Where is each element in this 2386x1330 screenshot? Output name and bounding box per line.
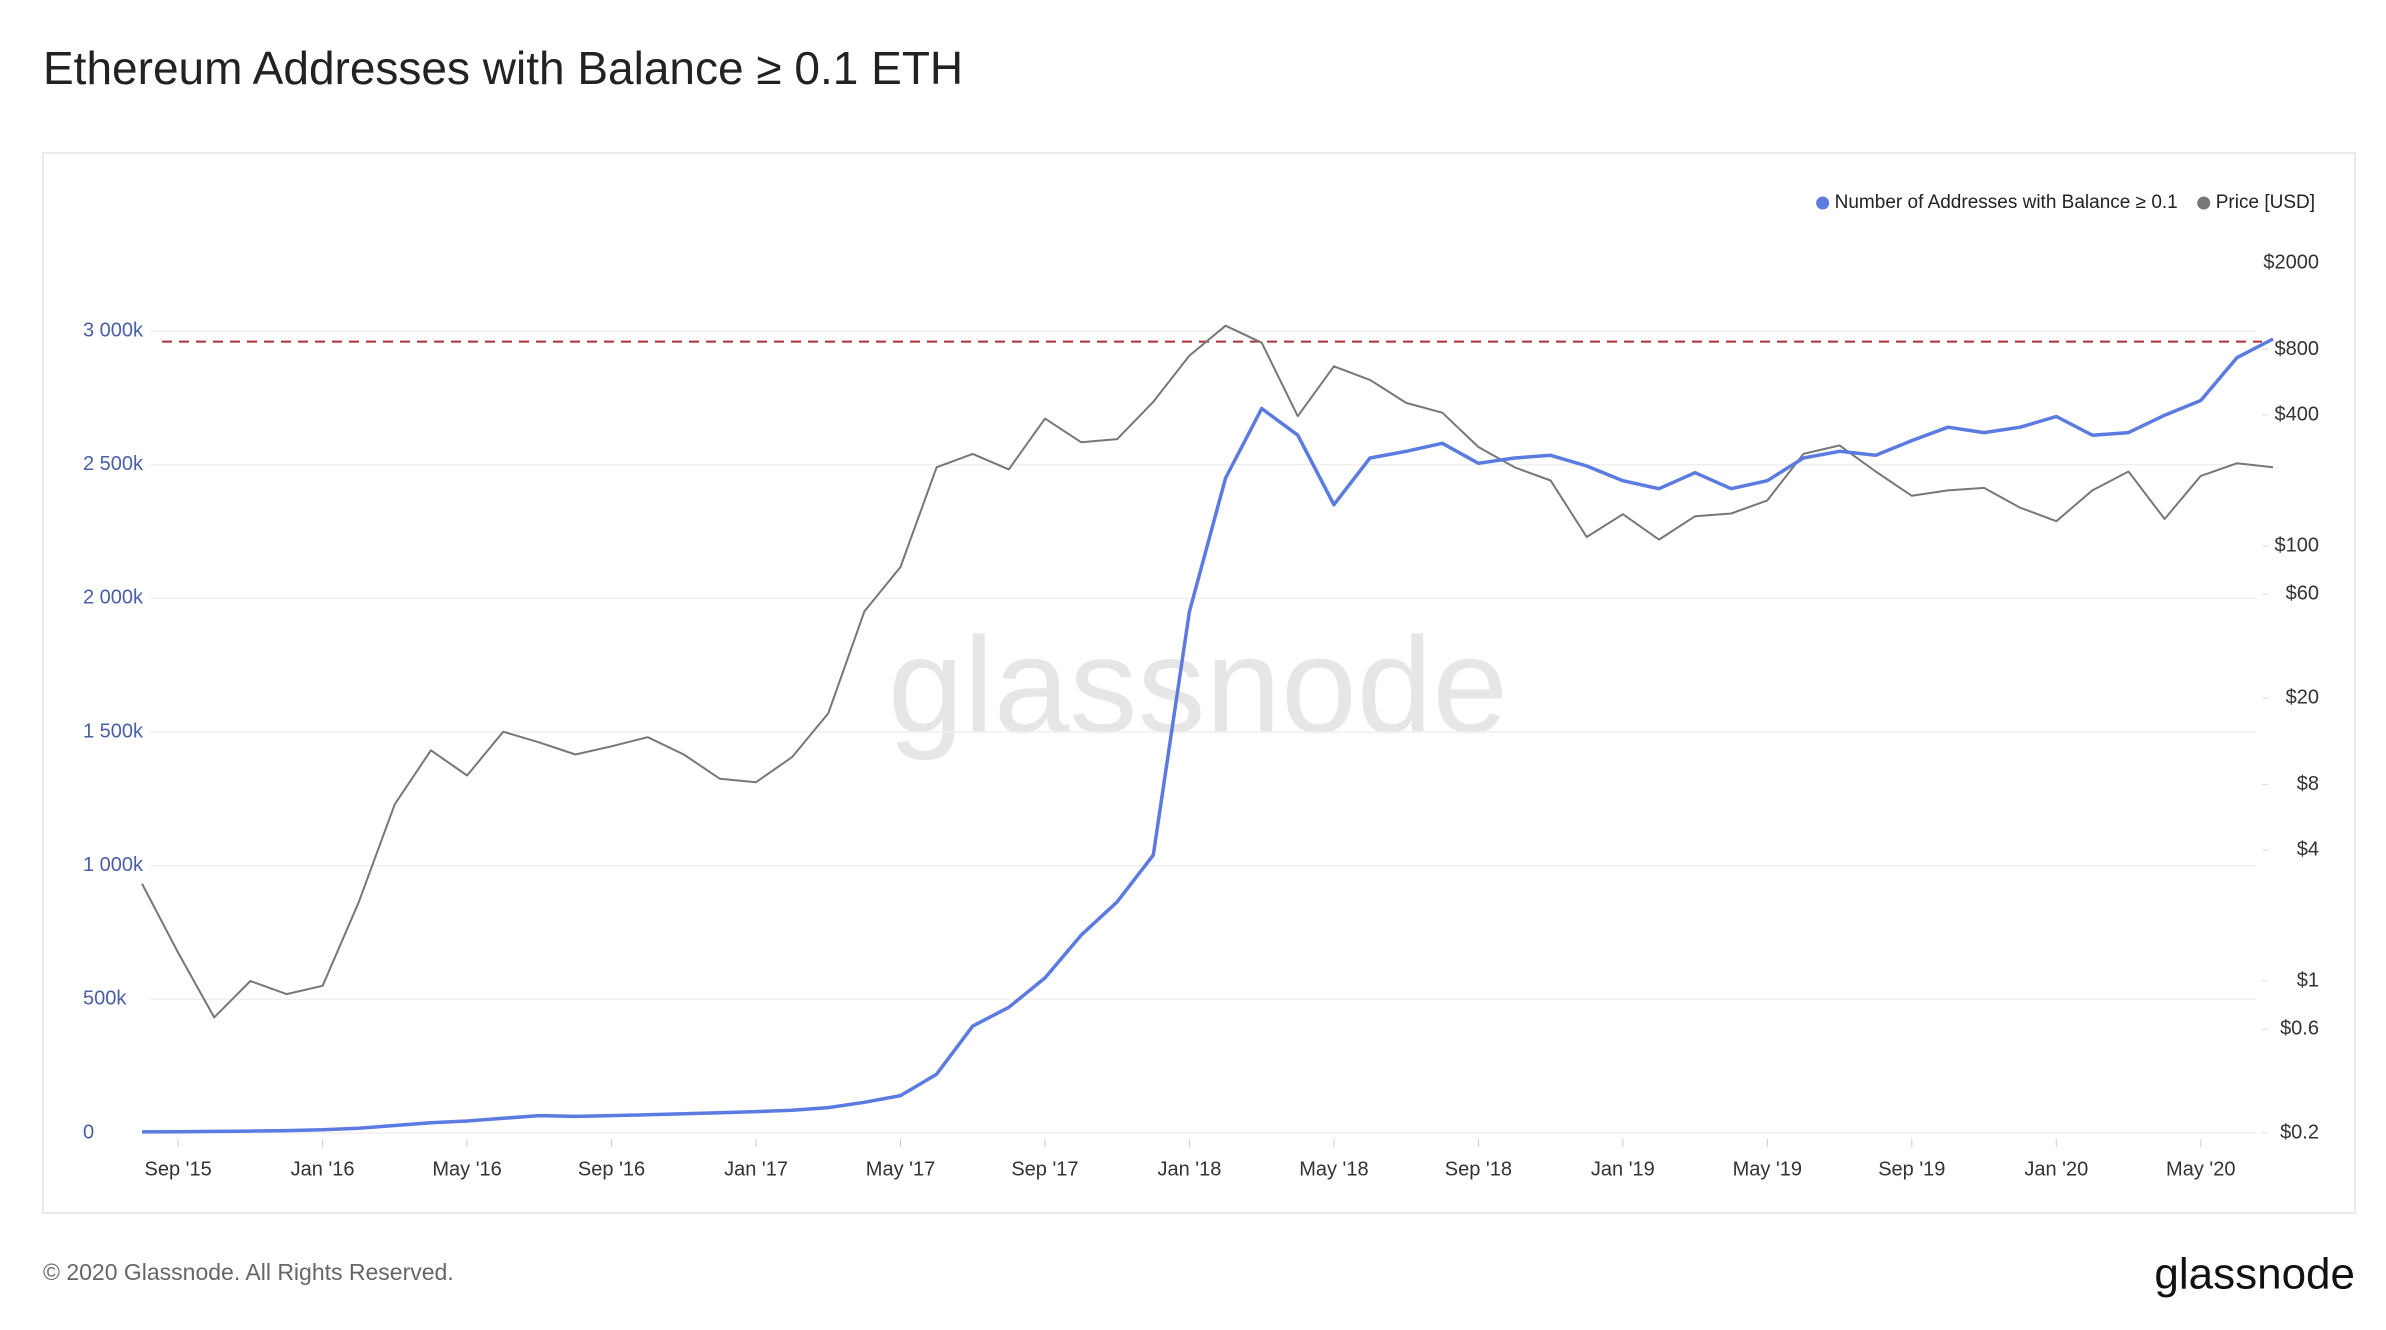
x-tick-label: May '18 — [1299, 1158, 1368, 1180]
legend-label: Price [USD] — [2216, 192, 2315, 213]
x-tick-label: Sep '16 — [578, 1158, 645, 1180]
x-tick-label: Jan '20 — [2024, 1158, 2088, 1180]
x-tick-label: Sep '18 — [1445, 1158, 1512, 1180]
y2-tick-label: $4 — [2297, 838, 2319, 860]
y2-tick-label: $8 — [2297, 773, 2319, 795]
x-tick-label: Jan '18 — [1158, 1158, 1222, 1180]
x-tick-label: Sep '15 — [145, 1158, 212, 1180]
x-tick-label: May '19 — [1733, 1158, 1802, 1180]
x-tick-label: Jan '16 — [291, 1158, 355, 1180]
y2-tick-label: $400 — [2275, 403, 2320, 425]
x-tick-label: Sep '17 — [1011, 1158, 1078, 1180]
y2-tick-label: $800 — [2275, 338, 2320, 360]
y2-tick-label: $60 — [2286, 583, 2319, 605]
y-tick-label: 1 000k — [83, 854, 144, 876]
y2-tick-label: $2000 — [2263, 251, 2319, 273]
series-line — [141, 337, 2274, 1134]
y-tick-label: 1 500k — [83, 720, 144, 742]
y2-tick-label: $1 — [2297, 969, 2319, 991]
y2-tick-label: $0.2 — [2280, 1121, 2319, 1143]
y-tick-label: 500k — [83, 988, 127, 1010]
legend-label: Number of Addresses with Balance ≥ 0.1 — [1835, 192, 2178, 213]
y-tick-label: 0 — [83, 1121, 94, 1143]
y2-tick-label: $0.6 — [2280, 1018, 2319, 1040]
legend-marker — [2197, 196, 2211, 210]
legend-marker — [1816, 196, 1830, 210]
chart-title: Ethereum Addresses with Balance ≥ 0.1 ET… — [43, 42, 963, 94]
y-tick-label: 3 000k — [83, 319, 144, 341]
x-tick-label: Jan '17 — [724, 1158, 788, 1180]
x-tick-label: May '17 — [866, 1158, 935, 1180]
brand-logo: glassnode — [2154, 1250, 2355, 1299]
y2-tick-label: $20 — [2286, 686, 2319, 708]
x-tick-label: May '20 — [2166, 1158, 2235, 1180]
x-tick-label: Jan '19 — [1591, 1158, 1655, 1180]
series-line — [141, 324, 2274, 1019]
watermark: glassnode — [888, 609, 1508, 761]
y-tick-label: 2 500k — [83, 453, 144, 475]
y2-tick-label: $100 — [2275, 534, 2320, 556]
x-tick-label: Sep '19 — [1878, 1158, 1945, 1180]
chart-frame — [42, 152, 2356, 1214]
y-tick-label: 2 000k — [83, 587, 144, 609]
footer: © 2020 Glassnode. All Rights Reserved. — [43, 1259, 454, 1285]
x-tick-label: May '16 — [432, 1158, 501, 1180]
